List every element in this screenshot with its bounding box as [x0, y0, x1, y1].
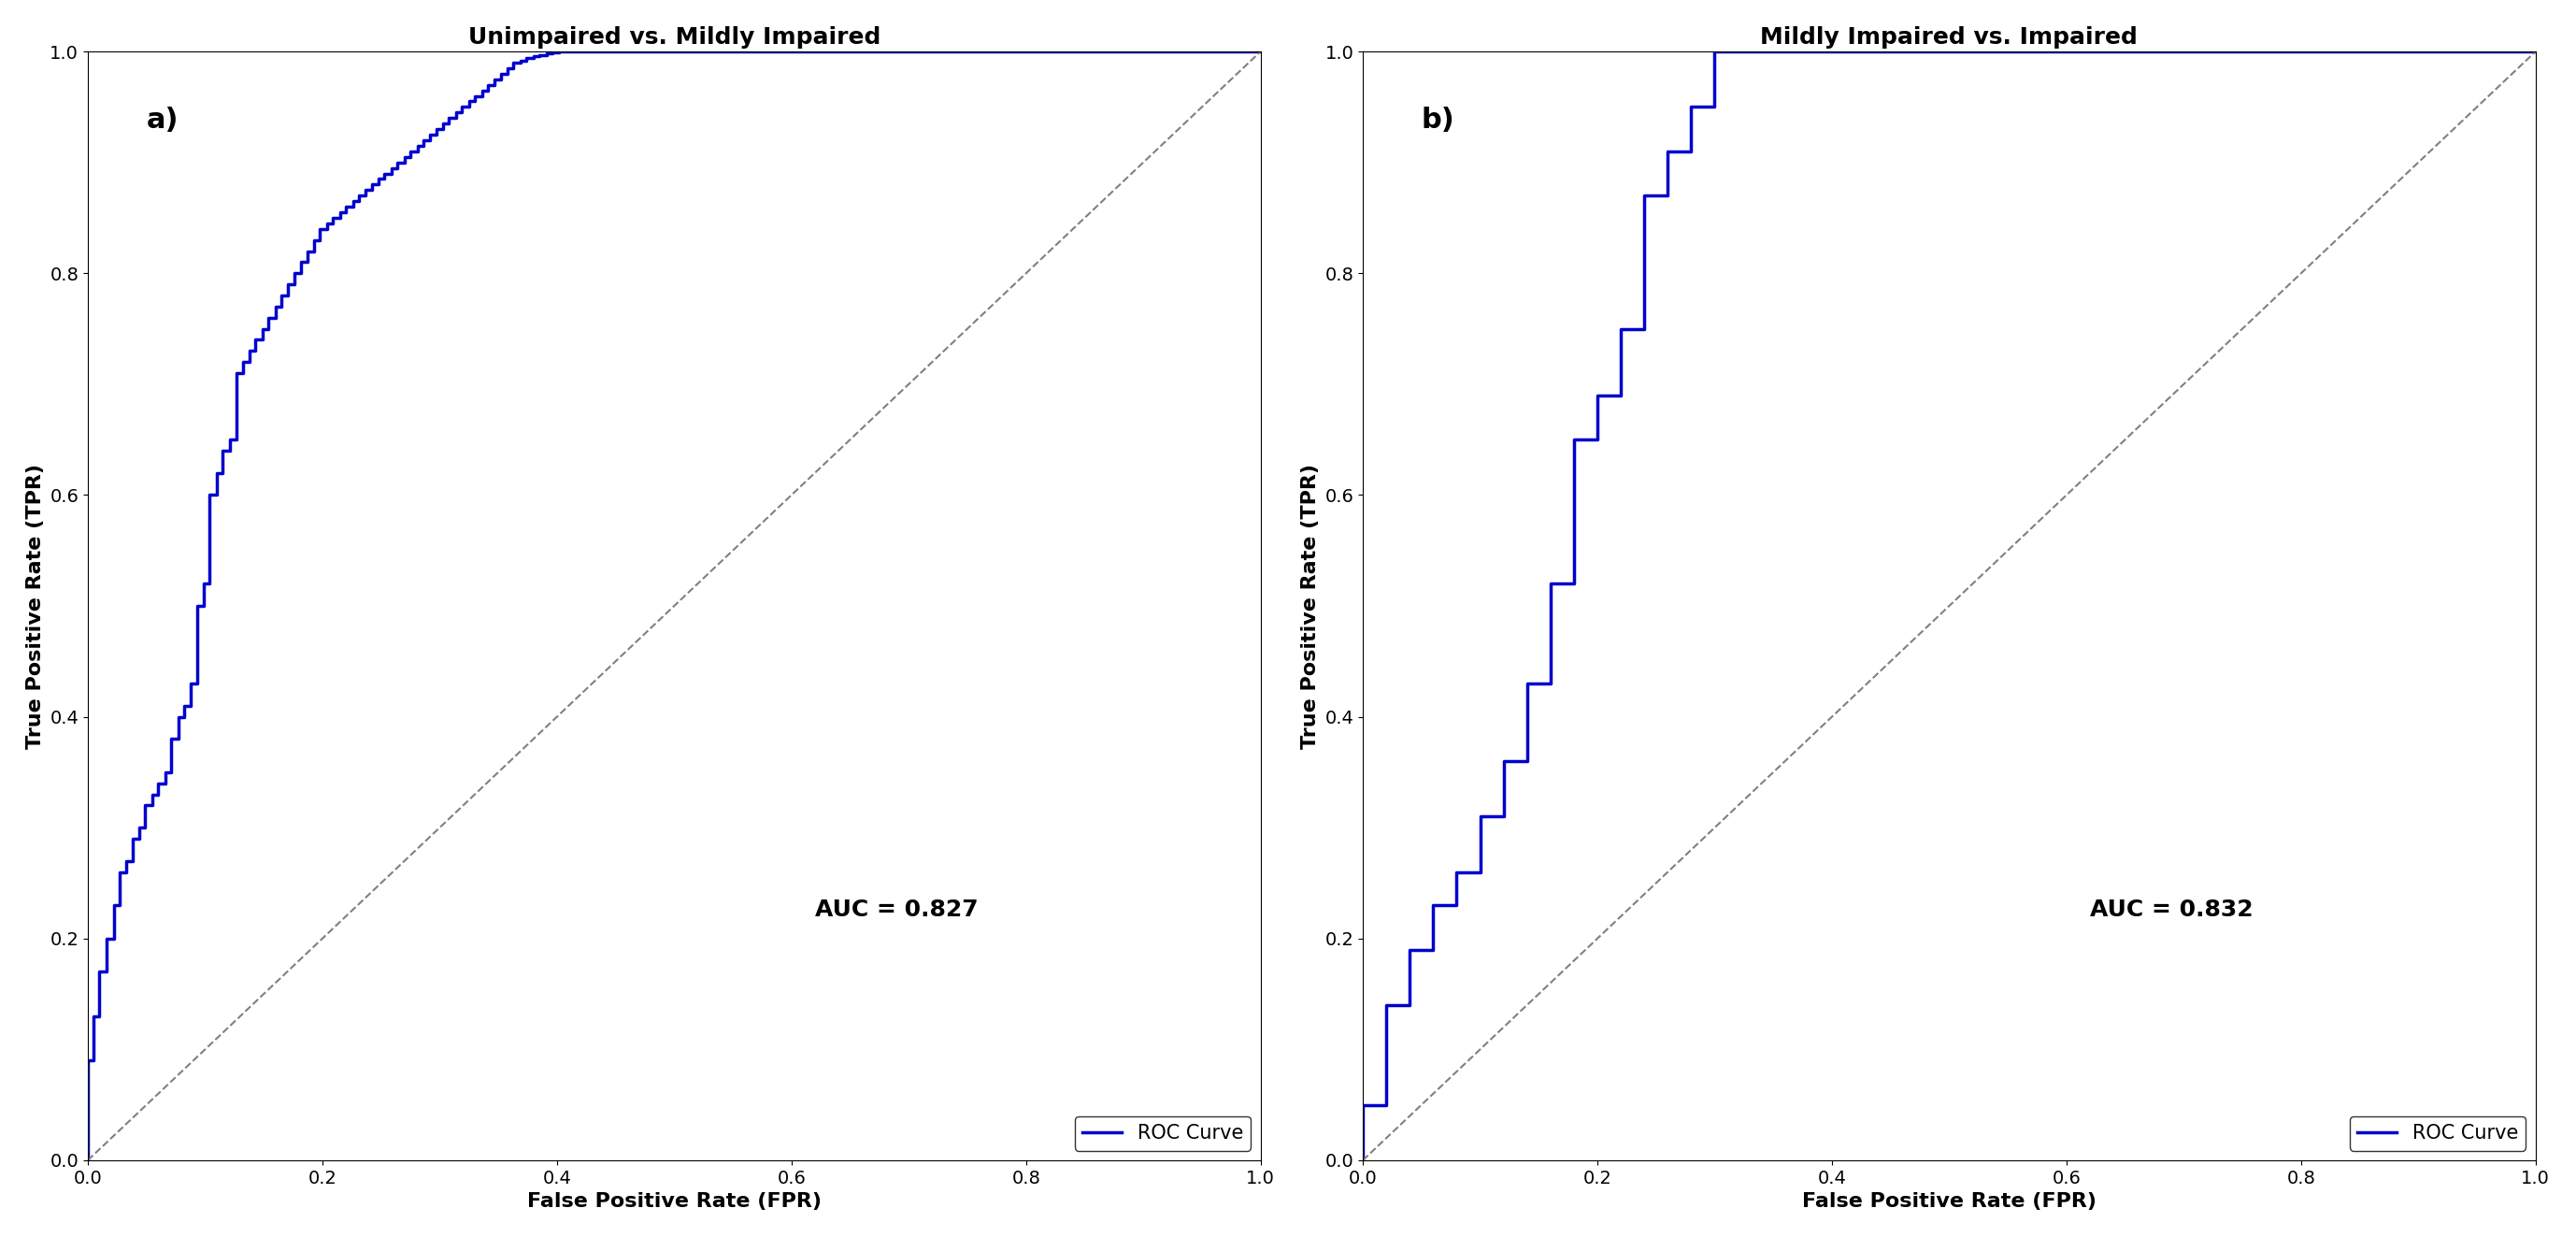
ROC Curve	[124, 831, 155, 846]
ROC Curve	[544, 45, 574, 59]
ROC Curve	[103, 865, 134, 880]
Legend: ROC Curve: ROC Curve	[1074, 1116, 1252, 1150]
Legend: ROC Curve: ROC Curve	[2349, 1116, 2527, 1150]
ROC Curve	[574, 45, 605, 59]
ROC Curve	[556, 45, 587, 59]
ROC Curve	[1440, 865, 1471, 880]
ROC Curve	[659, 45, 690, 59]
ROC Curve	[1582, 432, 1613, 447]
ROC Curve	[1723, 45, 1754, 59]
X-axis label: False Positive Rate (FPR): False Positive Rate (FPR)	[528, 1192, 822, 1211]
ROC Curve	[402, 143, 433, 158]
Line: ROC Curve: ROC Curve	[88, 52, 1260, 1160]
Text: AUC = 0.827: AUC = 0.827	[814, 898, 979, 922]
ROC Curve	[1244, 45, 1275, 59]
ROC Curve	[1770, 45, 1801, 59]
Y-axis label: True Positive Rate (TPR): True Positive Rate (TPR)	[1301, 464, 1319, 748]
Text: b): b)	[1422, 106, 1455, 134]
ROC Curve	[2519, 45, 2550, 59]
Y-axis label: True Positive Rate (TPR): True Positive Rate (TPR)	[26, 464, 44, 748]
Title: Unimpaired vs. Mildly Impaired: Unimpaired vs. Mildly Impaired	[469, 26, 881, 48]
ROC Curve	[72, 1153, 103, 1168]
ROC Curve	[1677, 99, 1708, 114]
Line: ROC Curve: ROC Curve	[1363, 52, 2535, 1160]
Text: a): a)	[147, 106, 178, 134]
Title: Mildly Impaired vs. Impaired: Mildly Impaired vs. Impaired	[1759, 26, 2138, 48]
ROC Curve	[1700, 45, 1731, 59]
ROC Curve	[1347, 1153, 1378, 1168]
X-axis label: False Positive Rate (FPR): False Positive Rate (FPR)	[1803, 1192, 2097, 1211]
ROC Curve	[1723, 45, 1754, 59]
Text: AUC = 0.832: AUC = 0.832	[2089, 898, 2254, 922]
